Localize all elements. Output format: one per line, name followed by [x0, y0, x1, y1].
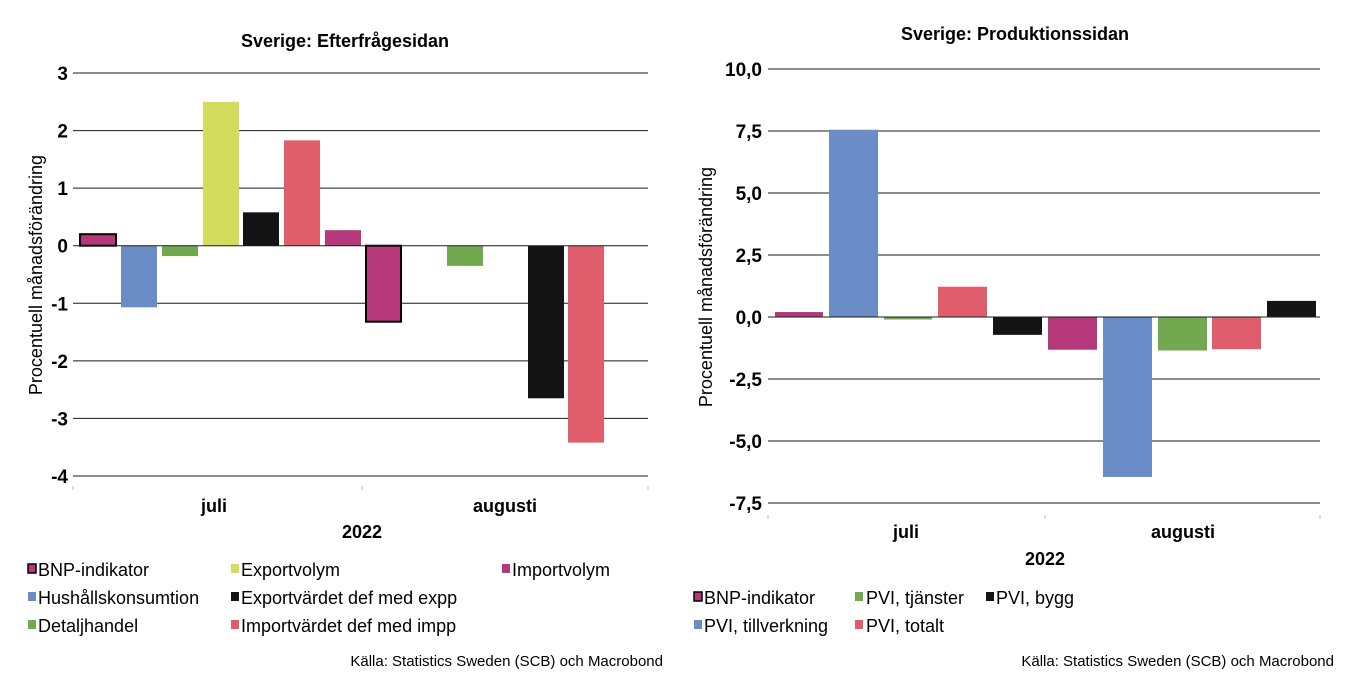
- x-axis-year-label: 2022: [342, 522, 382, 542]
- y-axis-label: Procentuell månadsförändring: [696, 167, 716, 407]
- bar: [79, 233, 117, 247]
- y-tick-label: -4: [51, 467, 68, 488]
- legend-label: PVI, bygg: [996, 588, 1074, 608]
- chart-title: Sverige: Efterfrågesidan: [241, 31, 449, 51]
- y-tick-labels: 10,0 7,5 5,0 2,5 0,0 -2,5 -5,0 -7,5: [725, 60, 762, 515]
- bar: [884, 317, 932, 320]
- category-label-augusti: augusti: [473, 496, 537, 516]
- bar: [1048, 317, 1097, 350]
- bar: [1212, 317, 1261, 350]
- bar: [528, 245, 564, 399]
- legend-swatch: [693, 591, 703, 602]
- category-label-juli: juli: [200, 496, 227, 516]
- y-axis-label: Procentuell månadsförändring: [26, 155, 46, 395]
- chart-title: Sverige: Produktionssidan: [901, 24, 1129, 44]
- legend-label: Importvärdet def med impp: [241, 616, 456, 636]
- x-axis: [72, 486, 649, 490]
- category-label-augusti: augusti: [1151, 522, 1215, 542]
- bar: [243, 212, 279, 246]
- chart-produktionssidan: Sverige: Produktionssidan 10,0 7,5 5,0 2,5 0…: [693, 24, 1334, 670]
- legend-swatch: [694, 620, 702, 629]
- bar: [1103, 317, 1152, 477]
- legend-swatch: [855, 620, 863, 629]
- legend-label: BNP-indikator: [38, 560, 149, 580]
- bar: [1158, 317, 1207, 351]
- y-tick-label: -7,5: [729, 494, 762, 515]
- legend-label: Exportvärdet def med expp: [241, 588, 457, 608]
- x-axis-year-label: 2022: [1025, 549, 1065, 569]
- y-tick-label: -3: [51, 409, 68, 430]
- legend-swatch: [28, 592, 36, 601]
- legend-label: PVI, tjänster: [866, 588, 964, 608]
- bar: [829, 129, 878, 317]
- source-note: Källa: Statistics Sweden (SCB) och Macro…: [350, 653, 663, 670]
- legend-label: Hushållskonsumtion: [38, 588, 199, 608]
- y-tick-label: 0: [57, 237, 68, 258]
- y-tick-label: -1: [51, 294, 68, 315]
- bar: [121, 245, 157, 308]
- y-tick-label: 1: [57, 179, 68, 200]
- legend-swatch: [28, 620, 36, 629]
- category-label-juli: juli: [892, 522, 919, 542]
- source-note: Källa: Statistics Sweden (SCB) och Macro…: [1021, 653, 1334, 670]
- bar: [203, 101, 239, 246]
- bar: [447, 245, 483, 266]
- bars: [79, 101, 604, 443]
- bar: [162, 245, 198, 257]
- chart-efterfragesidan: Sverige: Efterfrågesidan 3 2 1 0 -1 -2 -3 -4 ju…: [26, 31, 663, 670]
- legend-label: Importvolym: [512, 560, 610, 580]
- x-axis: [767, 515, 1321, 519]
- legend-swatch: [27, 563, 37, 574]
- y-tick-label: 3: [57, 64, 68, 85]
- legend-label: PVI, tillverkning: [704, 616, 828, 636]
- y-tick-labels: 3 2 1 0 -1 -2 -3 -4: [51, 64, 68, 488]
- gridlines: [73, 72, 648, 477]
- legend-swatch: [502, 564, 510, 573]
- y-tick-label: 7,5: [736, 122, 763, 143]
- legend-label: BNP-indikator: [704, 588, 815, 608]
- bar: [775, 312, 823, 317]
- legend-label: Detaljhandel: [38, 616, 138, 636]
- y-tick-label: 5,0: [736, 184, 762, 205]
- legend-label: Exportvolym: [241, 560, 340, 580]
- y-tick-label: 2: [57, 122, 68, 143]
- bars: [775, 129, 1316, 477]
- legend-swatch: [231, 620, 239, 629]
- bar: [938, 286, 987, 317]
- legend: BNP-indikator Exportvolym Importvolym Hu…: [27, 560, 610, 636]
- bar: [284, 140, 320, 246]
- y-tick-label: -2: [51, 352, 68, 373]
- legend-swatch: [855, 592, 863, 601]
- legend-swatch: [231, 592, 239, 601]
- legend: BNP-indikator PVI, tjänster PVI, bygg PV…: [693, 588, 1074, 636]
- y-tick-label: 0,0: [736, 308, 762, 329]
- y-tick-label: -2,5: [729, 370, 762, 391]
- legend-swatch: [231, 564, 239, 573]
- bar: [993, 317, 1042, 335]
- legend-label: PVI, totalt: [866, 616, 944, 636]
- y-tick-label: -5,0: [729, 432, 762, 453]
- bar: [1267, 300, 1316, 317]
- bar: [325, 230, 361, 246]
- bar: [365, 244, 402, 323]
- legend-swatch: [986, 592, 994, 601]
- y-tick-label: 10,0: [725, 60, 762, 81]
- y-tick-label: 2,5: [736, 246, 763, 267]
- bar: [568, 245, 604, 443]
